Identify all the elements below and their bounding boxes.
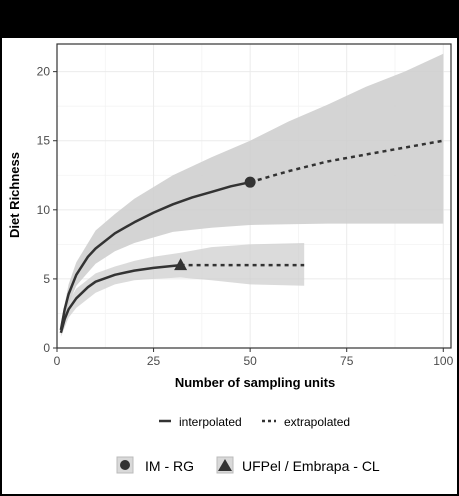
plot-panel (56, 43, 452, 349)
interpolated-line-series-1 (59, 263, 181, 334)
top-black-bar (0, 0, 459, 38)
x-tick-label: 0 (54, 354, 61, 368)
x-tick-label: 50 (243, 354, 257, 368)
ci-band-series-0 (60, 53, 444, 335)
y-tick-label: 0 (43, 341, 50, 355)
legend-interpolated-label: interpolated (179, 415, 242, 429)
axis-ticks: 0 25 50 75 100 0 5 10 15 20 (37, 65, 454, 368)
x-tick-label: 25 (147, 354, 161, 368)
legend-circle-icon (120, 460, 130, 470)
legend-triangle-icon (218, 459, 232, 471)
extrapolated-line-series-0 (249, 139, 444, 184)
y-axis-label: Diet Richness (7, 152, 22, 238)
method-legend: interpolated extrapolated (159, 415, 350, 429)
y-tick-label: 15 (37, 134, 51, 148)
legend-im-rg-label: IM - RG (145, 458, 194, 474)
y-tick-label: 5 (43, 272, 50, 286)
interpolated-line-series-0 (59, 180, 251, 331)
legend-extrapolated-label: extrapolated (284, 415, 350, 429)
x-tick-label: 75 (340, 354, 354, 368)
observed-point-series-0 (244, 176, 256, 188)
group-legend: IM - RG UFPel / Embrapa - CL (116, 456, 380, 474)
y-tick-label: 20 (37, 65, 51, 79)
ci-band-series-1 (60, 243, 305, 337)
y-tick-label: 10 (37, 203, 51, 217)
observed-point-series-1 (174, 258, 188, 271)
x-axis-label: Number of sampling units (175, 375, 335, 390)
x-tick-label: 100 (433, 354, 453, 368)
panel-border (56, 43, 452, 349)
legend-ufpel-label: UFPel / Embrapa - CL (242, 458, 380, 474)
